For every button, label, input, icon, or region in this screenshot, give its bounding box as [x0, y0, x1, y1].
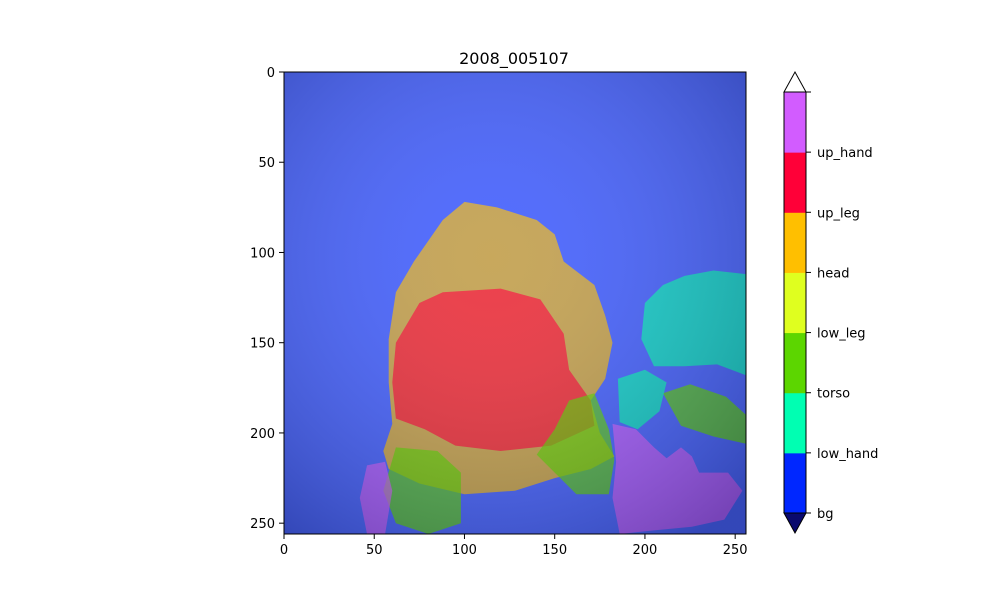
y-axis: 0 50 100 150 200 250 — [250, 66, 284, 532]
x-axis: 0 50 100 150 200 250 — [280, 534, 748, 558]
y-tick-label: 50 — [258, 156, 275, 171]
colorbar-swatch-up-hand — [784, 92, 806, 153]
y-tick-label: 200 — [250, 427, 275, 442]
chart-title: 2008_005107 — [459, 49, 569, 69]
colorbar-swatch-head — [784, 212, 806, 273]
colorbar-swatch-bg — [784, 452, 806, 514]
plot-frame — [283, 71, 747, 535]
x-tick-label: 50 — [366, 543, 383, 558]
colorbar-swatch-low-hand — [784, 392, 806, 454]
colorbar-under-extension — [783, 512, 807, 535]
colorbar-label: head — [817, 266, 849, 281]
image-shading — [284, 72, 746, 534]
x-tick-label: 0 — [280, 543, 288, 558]
colorbar-swatch-up-leg — [784, 152, 806, 213]
colorbar-label: up_leg — [817, 206, 860, 221]
colorbar-over-extension — [783, 70, 807, 93]
x-tick-label: 250 — [723, 543, 748, 558]
colorbar-label: bg — [817, 507, 834, 522]
x-tick-label: 150 — [542, 543, 567, 558]
y-tick-label: 150 — [250, 337, 275, 352]
plot-area: 0 50 100 150 200 250 0 50 100 150 200 250 — [250, 66, 747, 558]
colorbar-label: low_hand — [817, 447, 878, 462]
x-tick-label: 200 — [633, 543, 658, 558]
x-tick-label: 100 — [452, 543, 477, 558]
y-tick-label: 100 — [250, 246, 275, 261]
colorbar-label: up_hand — [817, 146, 873, 161]
y-tick-label: 250 — [250, 517, 275, 532]
colorbar: bg low_hand torso low_leg head up_leg up_hand — [783, 70, 878, 535]
colorbar-label: torso — [817, 387, 850, 402]
colorbar-swatch-low-leg — [784, 272, 806, 334]
colorbar-swatch-torso — [784, 332, 806, 394]
y-tick-label: 0 — [267, 66, 275, 81]
colorbar-label: low_leg — [817, 327, 866, 342]
